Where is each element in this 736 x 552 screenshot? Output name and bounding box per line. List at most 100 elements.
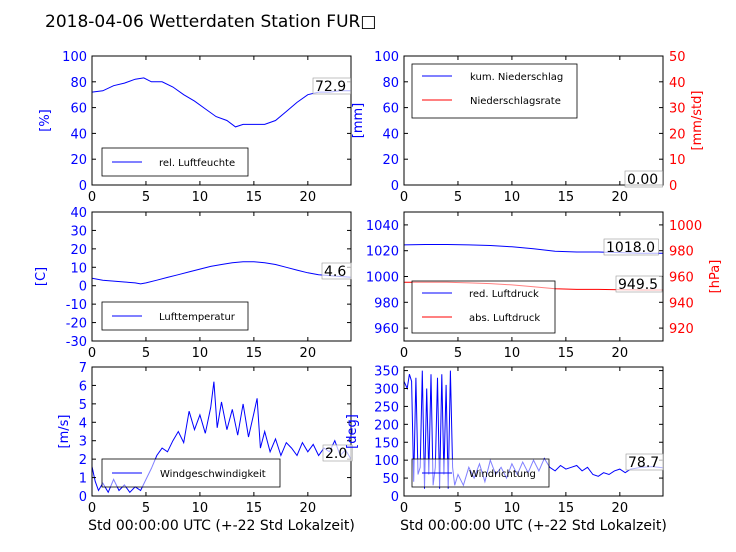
x-tick-label: 10 <box>504 501 521 516</box>
value-label-box <box>321 262 352 280</box>
x-tick-label: 15 <box>558 346 575 361</box>
y-tick-label: 6 <box>79 379 87 394</box>
x-tick-label: 10 <box>504 190 521 205</box>
x-tick-label: 5 <box>454 346 462 361</box>
value-label: 0.00 <box>627 172 658 188</box>
y-tick-label: 20 <box>70 243 87 258</box>
y2-tick-label: 10 <box>669 153 686 168</box>
x-tick-label: 15 <box>246 501 263 516</box>
y-axis-label: [m/s] <box>57 415 72 449</box>
y-tick-label: 1020 <box>366 245 399 260</box>
y-tick-label: 40 <box>70 206 87 221</box>
y-tick-label: 80 <box>70 76 87 91</box>
x-tick-label: 5 <box>454 501 462 516</box>
y-tick-label: 60 <box>382 102 399 117</box>
x-tick-label: 15 <box>558 190 575 205</box>
x-tick-label: 5 <box>142 190 150 205</box>
figure-title: 2018-04-06 Wetterdaten Station FUR□ <box>45 12 376 32</box>
y-tick-label: 1040 <box>366 219 399 234</box>
series-line-temperature-0 <box>92 261 351 285</box>
y-tick-label: 2 <box>79 453 87 468</box>
y-tick-label: 20 <box>70 153 87 168</box>
x-tick-label: 20 <box>300 190 317 205</box>
plot-frame <box>91 55 352 186</box>
y2-tick-label: 30 <box>669 102 686 117</box>
x-tick-label: 15 <box>246 346 263 361</box>
y-axis-label: [mm] <box>351 103 366 138</box>
legend-label: Windrichtung <box>469 469 536 480</box>
value-label-box <box>615 275 663 293</box>
x-tick-label: 10 <box>192 190 209 205</box>
y2-tick-label: 980 <box>669 245 694 260</box>
y-tick-label: 0 <box>79 179 87 194</box>
y-tick-label: 1 <box>79 472 87 487</box>
x-tick-label: 5 <box>454 190 462 205</box>
y-tick-label: 40 <box>382 127 399 142</box>
plot-frame <box>403 366 664 497</box>
y-tick-label: 4 <box>79 416 87 431</box>
value-label: 4.6 <box>324 264 346 280</box>
y-tick-label: 100 <box>374 50 399 65</box>
y-tick-label: 5 <box>79 398 87 413</box>
series-line-humidity-0 <box>92 77 351 128</box>
x-tick-label: 0 <box>88 346 96 361</box>
y-axis-label: [deg] <box>345 414 360 449</box>
y-tick-label: 50 <box>382 472 399 487</box>
value-label-box <box>603 238 659 256</box>
y2-tick-label: 50 <box>669 50 686 65</box>
y-tick-label: -10 <box>66 298 87 313</box>
legend-label: abs. Luftdruck <box>469 313 540 324</box>
x-tick-label: 0 <box>88 190 96 205</box>
y-tick-label: 1000 <box>366 271 399 286</box>
y-tick-label: 960 <box>374 322 399 337</box>
y2-tick-label: 1000 <box>669 219 702 234</box>
y-tick-label: 0 <box>391 179 399 194</box>
y-tick-label: 250 <box>374 400 399 415</box>
value-label: 1018.0 <box>606 240 655 256</box>
x-tick-label: 20 <box>612 346 629 361</box>
y-tick-label: 0 <box>391 490 399 505</box>
y-tick-label: 60 <box>70 102 87 117</box>
series-line-windspeed-0 <box>92 381 351 494</box>
value-label: 78.7 <box>628 455 659 471</box>
value-label: 949.5 <box>618 277 658 293</box>
y2-tick-label: 940 <box>669 296 694 311</box>
y-tick-label: 200 <box>374 418 399 433</box>
x-tick-label: 5 <box>142 501 150 516</box>
value-label: 2.0 <box>325 446 347 462</box>
value-label-box <box>312 77 351 95</box>
y-tick-label: 350 <box>374 365 399 380</box>
value-label-box <box>624 170 663 188</box>
y-tick-label: 0 <box>79 490 87 505</box>
y-tick-label: 40 <box>70 127 87 142</box>
y-tick-label: 80 <box>382 76 399 91</box>
x-tick-label: 20 <box>300 501 317 516</box>
y2-tick-label: 960 <box>669 271 694 286</box>
chart-temperature: 0 5 10 15 20 -30 -20 -10 0 10 20 30 40 [C] 4.6 Lufttemp… <box>34 206 352 361</box>
legend-label: red. Luftdruck <box>469 289 539 300</box>
y-tick-label: 980 <box>374 296 399 311</box>
legend-box <box>411 280 556 334</box>
legend-box <box>101 458 281 488</box>
x-tick-label: 20 <box>300 346 317 361</box>
legend-label: Lufttemperatur <box>159 312 236 323</box>
y-axis-label: [C] <box>34 267 49 286</box>
x-tick-label: 5 <box>142 346 150 361</box>
value-label-box <box>322 444 353 462</box>
x-tick-label: 0 <box>88 501 96 516</box>
y-tick-label: 20 <box>382 153 399 168</box>
chart-precip: 0 5 10 15 20 0 20 40 60 80 100 0 10 20 30 40 50 [mm] [mm/s… <box>351 50 705 205</box>
legend-label: Windgeschwindigkeit <box>160 469 266 480</box>
x-tick-label: 10 <box>192 501 209 516</box>
value-label-box <box>625 453 664 471</box>
chart-pressure: 0 5 10 15 20 960 980 1000 1020 1040 920 940 960 980 10… <box>366 211 723 361</box>
legend-label: rel. Luftfeuchte <box>159 158 235 169</box>
value-label: 72.9 <box>315 79 346 95</box>
y2-axis-label: [hPa] <box>708 260 723 294</box>
y-tick-label: 100 <box>374 454 399 469</box>
x-tick-label: 10 <box>504 346 521 361</box>
